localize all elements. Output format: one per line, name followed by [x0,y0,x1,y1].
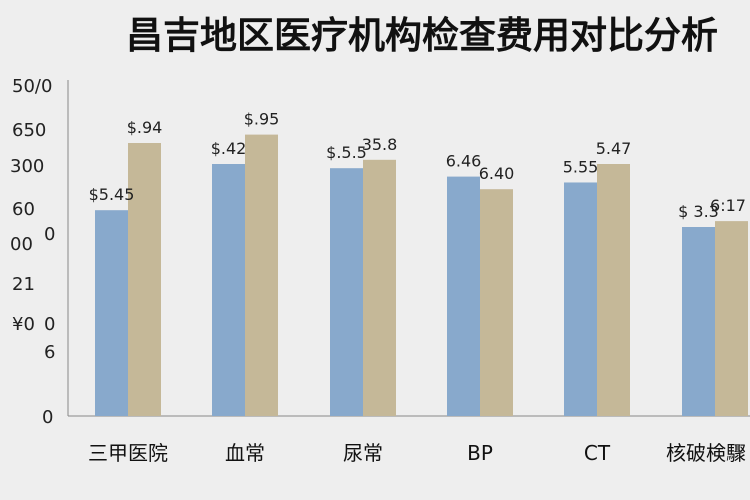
x-category-label: 尿常 [343,441,383,465]
y-tick-label: 0 [44,224,55,245]
bar-value-labels: $5.45 $.42 $.5.5 6.46 5.55 $ 3.3 $.94 $.95 35.8 6… [89,110,746,221]
y-tick-label: 300 [10,156,44,177]
y-tick-label: 00 [10,234,33,255]
bar-series2-5 [715,221,748,416]
bar-value-label: 5.55 [563,157,599,176]
y-tick-label: 0 [42,407,53,428]
bar-series1-2 [330,168,363,416]
x-category-label: BP [467,441,493,465]
bar-value-label: 5.47 [596,139,632,158]
y-tick-label: 60 [12,199,35,220]
x-category-label: 三甲医院 [88,441,168,465]
bar-value-label: $.5.5 [326,143,367,162]
bar-series1-0 [95,210,128,416]
bar-value-label: $.94 [127,118,163,137]
y-tick-label: 0 [44,314,55,335]
bar-series1-3 [447,176,480,416]
bar-series2-0 [128,143,161,416]
x-category-label: CT [584,441,611,465]
bar-value-label: 6.40 [479,164,515,183]
bar-series2-4 [597,164,630,416]
bar-series1-1 [212,164,245,416]
bars [95,134,748,417]
y-tick-label: 650 [12,120,46,141]
x-axis-labels: 三甲医院 血常 尿常 BP CT 核破検驟 [88,441,746,465]
bar-series2-3 [480,189,513,416]
bar-value-label: 6:17 [710,196,746,215]
bar-value-label: 6.46 [446,152,482,171]
bar-series1-4 [564,182,597,416]
chart-title: 昌吉地区医疗机构检查费用对比分析 [126,14,718,57]
bar-value-label: $ 3.3 [678,202,719,221]
bar-value-label: $.95 [244,110,280,129]
bar-value-label: $5.45 [89,185,135,204]
bar-series1-5 [682,227,715,416]
x-category-label: 核破検驟 [666,441,746,465]
bar-series2-1 [245,134,278,416]
y-tick-label: 21 [12,274,35,295]
y-tick-label: 6 [44,342,55,363]
bar-value-label: $.42 [211,139,247,158]
y-tick-label: 50/0 [12,76,52,97]
x-category-label: 血常 [225,441,265,465]
y-tick-label: ¥0 [12,314,35,335]
bar-series2-2 [363,159,396,417]
bar-value-label: 35.8 [362,135,398,154]
